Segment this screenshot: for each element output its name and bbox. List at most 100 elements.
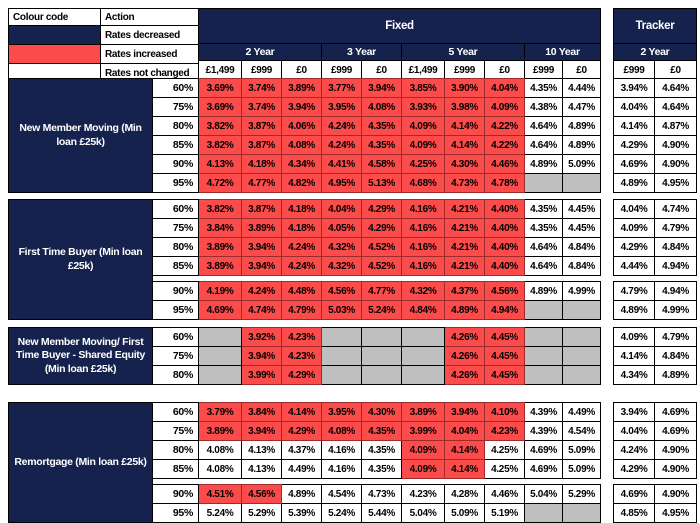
- rate-cell: 4.29%: [361, 199, 402, 219]
- rate-cell: 4.44%: [562, 78, 601, 98]
- rate-cell: 3.90%: [444, 78, 485, 98]
- tracker-header-title: Tracker: [612, 8, 698, 44]
- rate-cell: 4.39%: [524, 402, 563, 422]
- rate-cell: [401, 365, 445, 385]
- rate-cell: 3.82%: [198, 116, 242, 136]
- group-label: Remortgage (Min loan £25k): [8, 402, 153, 523]
- legend-swatch: [8, 25, 101, 45]
- rate-cell: 5.44%: [361, 503, 402, 523]
- ltv-label: 90%: [152, 484, 199, 504]
- rate-cell: [524, 300, 563, 320]
- legend-swatch: [8, 44, 101, 64]
- rate-row: Remortgage (Min loan £25k) 60% 3.79% 3.84% 4…: [8, 402, 697, 523]
- rate-cell: 4.84%: [401, 300, 445, 320]
- rate-cell: [401, 346, 445, 366]
- group-label: New Member Moving (Min loan £25k): [8, 78, 153, 193]
- rate-cell: 4.89%: [524, 154, 563, 174]
- rate-cell: 4.95%: [321, 173, 362, 193]
- rate-cell: 3.69%: [198, 78, 242, 98]
- rate-cell: 4.35%: [361, 135, 402, 155]
- rate-cell: 5.13%: [361, 173, 402, 193]
- rate-row: 80% 3.89% 3.94% 4.24% 4.32% 4.52% 4.16% 4.21% 4.…: [9, 237, 697, 257]
- rate-cell: 3.89%: [401, 402, 445, 422]
- rate-row: 80% 3.99% 4.29% 4.26% 4.45% 4.34% 4.89%: [9, 365, 697, 385]
- rate-cell: 4.18%: [281, 199, 322, 219]
- ltv-label: 95%: [152, 300, 199, 320]
- group-table: First Time Buyer (Min loan £25k) 60% 3.82%…: [8, 199, 697, 320]
- rate-cell: 3.89%: [281, 78, 322, 98]
- tracker-rate-cell: 4.64%: [654, 78, 697, 98]
- rate-cell: 3.99%: [241, 365, 282, 385]
- rate-cell: 4.48%: [281, 281, 322, 301]
- rate-cell: [524, 503, 563, 523]
- ltv-label: 80%: [152, 116, 199, 136]
- tracker-rate-cell: 4.84%: [654, 237, 697, 257]
- ltv-label: 75%: [152, 346, 199, 366]
- rate-cell: 5.39%: [281, 503, 322, 523]
- rate-cell: 3.84%: [198, 218, 242, 238]
- rate-cell: [198, 365, 242, 385]
- rate-cell: 4.08%: [281, 135, 322, 155]
- rate-cell: 3.89%: [198, 256, 242, 276]
- tracker-rate-cell: 4.74%: [654, 199, 697, 219]
- rate-cell: 4.18%: [281, 218, 322, 238]
- rate-cell: 4.82%: [281, 173, 322, 193]
- rate-cell: 4.14%: [281, 402, 322, 422]
- column-gutter: [600, 327, 614, 347]
- rate-cell: 4.14%: [444, 116, 485, 136]
- rate-cell: 3.93%: [401, 97, 445, 117]
- ltv-label: 60%: [152, 199, 199, 219]
- tracker-rate-cell: 4.90%: [654, 459, 697, 479]
- rate-cell: [361, 365, 402, 385]
- fee-column-header: £0: [484, 60, 525, 80]
- rate-cell: 4.29%: [361, 218, 402, 238]
- rate-cell: 4.05%: [321, 218, 362, 238]
- rate-cell: 4.24%: [281, 237, 322, 257]
- rate-cell: 4.29%: [281, 365, 322, 385]
- rate-cell: [524, 173, 563, 193]
- rate-row: 90% 4.13% 4.18% 4.34% 4.41% 4.58% 4.25% 4.30% 4.…: [9, 154, 697, 174]
- tracker-rate-cell: 4.29%: [613, 135, 655, 155]
- tracker-rate-cell: 4.04%: [613, 421, 655, 441]
- rate-row: 75% 3.69% 3.74% 3.94% 3.95% 4.08% 3.93% 3.98% 4.…: [9, 97, 697, 117]
- rate-cell: 3.85%: [401, 78, 445, 98]
- ltv-label: 95%: [152, 503, 199, 523]
- rate-cell: 4.06%: [281, 116, 322, 136]
- rate-cell: 5.09%: [562, 154, 601, 174]
- rate-cell: 4.09%: [401, 440, 445, 460]
- tracker-rate-cell: 4.29%: [613, 237, 655, 257]
- rate-cell: 4.52%: [361, 237, 402, 257]
- rate-cell: 4.58%: [361, 154, 402, 174]
- rate-cell: 4.49%: [281, 459, 322, 479]
- group-table: Remortgage (Min loan £25k) 60% 3.79% 3.84% 4…: [8, 402, 697, 523]
- rate-cell: 4.35%: [361, 421, 402, 441]
- rate-cell: [562, 327, 601, 347]
- rate-row: 85% 3.89% 3.94% 4.24% 4.32% 4.52% 4.16% 4.21% 4.…: [9, 256, 697, 276]
- rate-cell: 4.13%: [241, 440, 282, 460]
- rate-cell: 3.94%: [241, 256, 282, 276]
- rate-cell: 4.24%: [321, 116, 362, 136]
- fee-column-header: £999: [613, 60, 655, 80]
- rate-cell: 4.69%: [524, 440, 563, 460]
- rate-cell: 4.56%: [321, 281, 362, 301]
- rate-cell: 4.40%: [484, 237, 525, 257]
- rate-cell: 5.04%: [524, 484, 563, 504]
- rate-row: 95% 5.24% 5.29% 5.39% 5.24% 5.44% 5.04% 5.09% 5.…: [9, 503, 697, 523]
- group-label: First Time Buyer (Min loan £25k): [8, 199, 153, 320]
- rate-cell: 4.73%: [444, 173, 485, 193]
- rate-cell: 3.69%: [198, 97, 242, 117]
- ltv-label: 80%: [152, 365, 199, 385]
- ltv-label: 90%: [152, 281, 199, 301]
- fee-column-header: £0: [281, 60, 322, 80]
- row-spacer: [9, 478, 697, 485]
- rate-cell: 4.04%: [321, 199, 362, 219]
- rate-cell: 4.09%: [484, 97, 525, 117]
- rate-cell: 4.69%: [524, 459, 563, 479]
- rate-cell: 4.16%: [321, 459, 362, 479]
- rate-cell: [562, 173, 601, 193]
- tracker-rate-cell: 4.94%: [654, 256, 697, 276]
- rate-cell: 4.51%: [198, 484, 242, 504]
- column-gutter: [600, 484, 614, 504]
- fee-column-header: £0: [361, 60, 402, 80]
- tracker-rate-cell: 4.85%: [613, 503, 655, 523]
